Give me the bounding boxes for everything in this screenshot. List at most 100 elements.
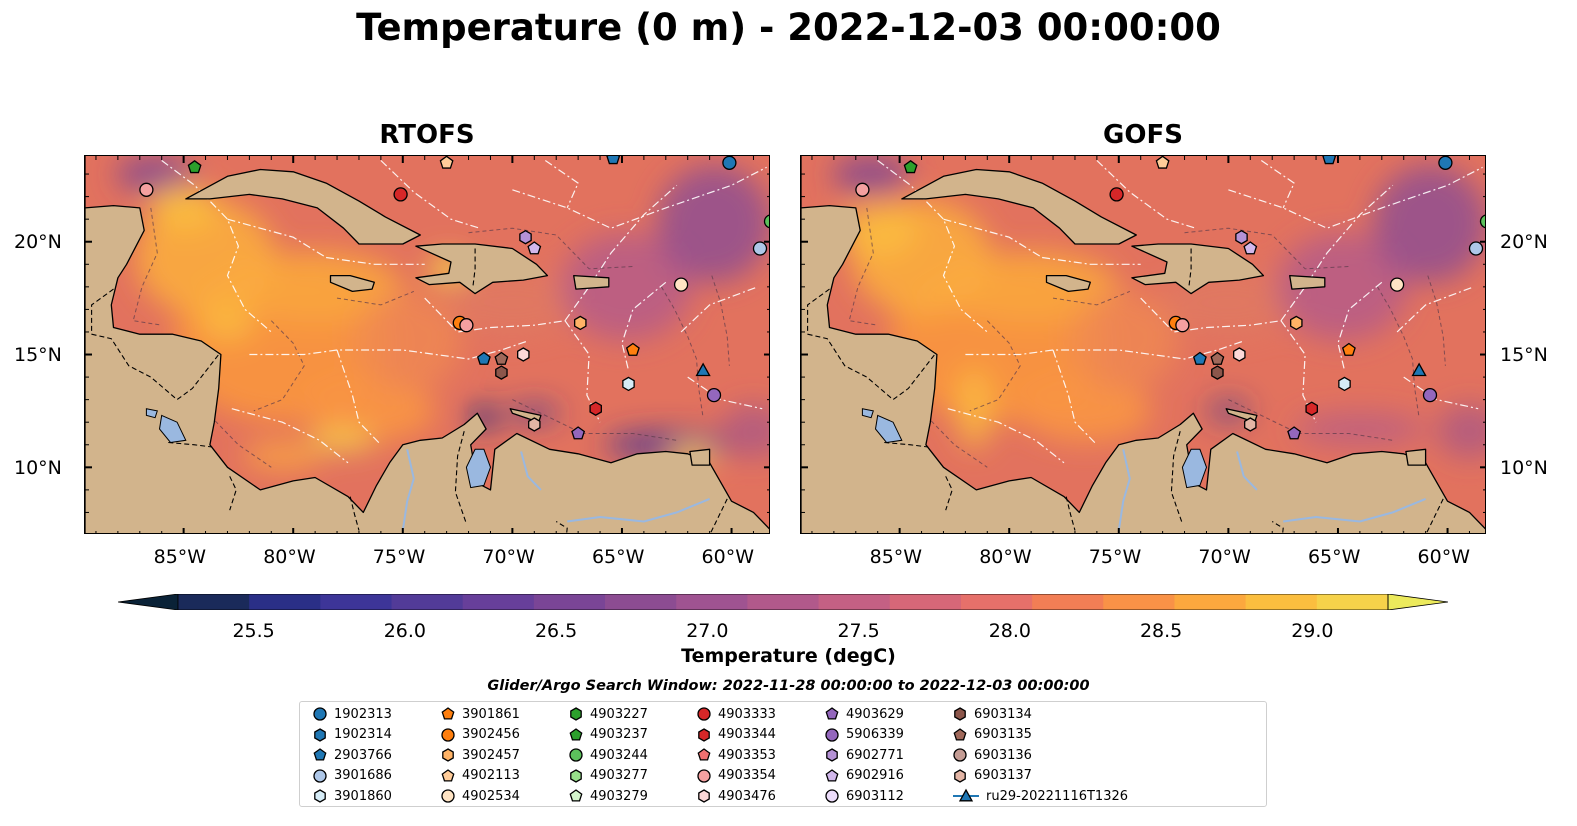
float-marker-6902771[interactable] — [1235, 229, 1248, 245]
float-marker-ru29-20221116T1326[interactable] — [695, 362, 711, 377]
float-marker-6903137[interactable] — [1244, 417, 1257, 432]
isobath-contour — [132, 207, 162, 326]
lon-label-rtofs-70w: 70°W — [482, 546, 535, 568]
legend-marker-circle — [313, 768, 327, 783]
float-marker-2903766[interactable] — [1192, 351, 1207, 365]
legend-label: 5906339 — [846, 727, 904, 742]
float-marker-3901860[interactable] — [1338, 376, 1351, 392]
float-marker-4903333[interactable] — [393, 187, 408, 202]
legend-label: 4903333 — [718, 706, 776, 722]
colorbar-segment — [391, 594, 464, 610]
axis-ticks — [801, 156, 1485, 533]
float-marker-4903237[interactable] — [903, 159, 918, 174]
legend-marker-circle — [825, 727, 839, 742]
land-trinidad — [1405, 448, 1427, 466]
float-marker-4902534[interactable] — [1389, 277, 1405, 292]
float-marker-3902457[interactable] — [574, 315, 587, 331]
float-marker-4903476[interactable] — [517, 347, 530, 362]
float-marker-4903354[interactable] — [459, 318, 474, 333]
float-marker-5906339[interactable] — [706, 387, 722, 403]
lon-label-gofs-65w: 65°W — [1307, 546, 1361, 568]
eez-boundary — [249, 340, 528, 360]
legend-label: 4903227 — [590, 706, 648, 722]
float-marker-3902457[interactable] — [1290, 315, 1303, 331]
legend-label: 4902534 — [462, 788, 520, 804]
float-marker-2903766[interactable] — [1322, 156, 1337, 165]
legend-marker-hexagon — [698, 789, 710, 803]
float-marker-1902313[interactable] — [722, 156, 737, 170]
float-marker-4902113[interactable] — [439, 156, 454, 169]
lake-maracaibo — [465, 448, 492, 489]
eez-boundary — [336, 349, 382, 446]
float-marker-4902113[interactable] — [1155, 156, 1170, 169]
legend-marker-hexagon — [442, 748, 454, 762]
legend-item: 3901860 — [312, 786, 392, 806]
legend-item: 4903237 — [568, 725, 648, 745]
float-marker-2903766[interactable] — [476, 351, 491, 365]
float-marker-4903354[interactable] — [855, 182, 870, 197]
float-marker-4903476[interactable] — [1233, 347, 1246, 362]
land-jamaica — [1045, 274, 1091, 293]
float-marker-4903244[interactable] — [1479, 214, 1487, 229]
legend-label: 4903344 — [718, 727, 776, 742]
colorbar-segment — [676, 594, 749, 610]
float-marker-4903344[interactable] — [1305, 401, 1318, 416]
lat-label-15n-left: 15°N — [14, 344, 62, 366]
legend-item: 4903277 — [568, 766, 648, 786]
legend-label: 1902314 — [334, 727, 392, 742]
eez-boundary — [943, 218, 1043, 259]
legend-item: 3901686 — [312, 766, 392, 786]
country-border — [555, 521, 568, 533]
float-marker-5906339[interactable] — [1422, 387, 1438, 403]
legend-item: 4903476 — [696, 786, 776, 806]
float-marker-6903134[interactable] — [495, 365, 508, 380]
float-marker-3901861[interactable] — [625, 342, 640, 356]
float-marker-4903354[interactable] — [1175, 318, 1190, 333]
float-marker-6902916[interactable] — [1243, 241, 1258, 255]
float-marker-4902534[interactable] — [673, 277, 689, 292]
float-marker-ru29-20221116T1326[interactable] — [1411, 362, 1427, 377]
float-marker-4903354[interactable] — [139, 182, 154, 197]
legend-item: ru29-20221116T1326 — [952, 786, 1128, 806]
float-marker-6903134[interactable] — [1211, 365, 1224, 380]
figure-title: Temperature (0 m) - 2022-12-03 00:00:00 — [356, 6, 1221, 49]
legend-marker-hexagon — [954, 768, 966, 783]
float-marker-6902771[interactable] — [519, 229, 532, 245]
legend-item: 4903344 — [696, 725, 776, 745]
lake-managua — [861, 408, 874, 419]
map-panel-gofs[interactable] — [800, 155, 1486, 534]
colorbar — [118, 594, 1448, 610]
isobath-contour — [205, 410, 272, 468]
eez-boundary — [512, 166, 767, 229]
legend-marker-hexagon — [954, 707, 966, 721]
float-marker-4903344[interactable] — [589, 401, 602, 416]
legend-label: 4903353 — [718, 747, 776, 763]
float-marker-6902916[interactable] — [527, 241, 542, 255]
legend-label: 4903277 — [590, 768, 648, 783]
country-border — [884, 441, 929, 448]
float-marker-3901860[interactable] — [622, 376, 635, 392]
float-marker-4903629[interactable] — [571, 426, 586, 440]
land-puertorico — [573, 274, 610, 290]
legend-item: 4903629 — [824, 704, 904, 724]
float-marker-1902313[interactable] — [1438, 156, 1453, 170]
country-border — [168, 441, 213, 448]
float-marker-3901861[interactable] — [1341, 342, 1356, 356]
float-marker-6903135[interactable] — [494, 351, 509, 365]
eez-boundary — [1140, 297, 1282, 333]
legend-item: 5906339 — [824, 725, 904, 745]
float-marker-4903333[interactable] — [1109, 187, 1124, 202]
isobath-contour — [468, 227, 633, 270]
legend-item: 4903354 — [696, 766, 776, 786]
float-marker-4903237[interactable] — [187, 159, 202, 174]
float-marker-6903137[interactable] — [528, 417, 541, 432]
legend-label: 3902457 — [462, 747, 520, 763]
float-marker-2903766[interactable] — [606, 156, 621, 165]
panel-title-rtofs: RTOFS — [379, 120, 475, 150]
float-marker-6903135[interactable] — [1210, 351, 1225, 365]
float-marker-4903244[interactable] — [763, 214, 771, 229]
float-marker-3901686[interactable] — [1468, 241, 1484, 256]
map-panel-rtofs[interactable] — [84, 155, 770, 534]
float-marker-4903629[interactable] — [1287, 426, 1302, 440]
float-marker-3901686[interactable] — [752, 241, 768, 256]
